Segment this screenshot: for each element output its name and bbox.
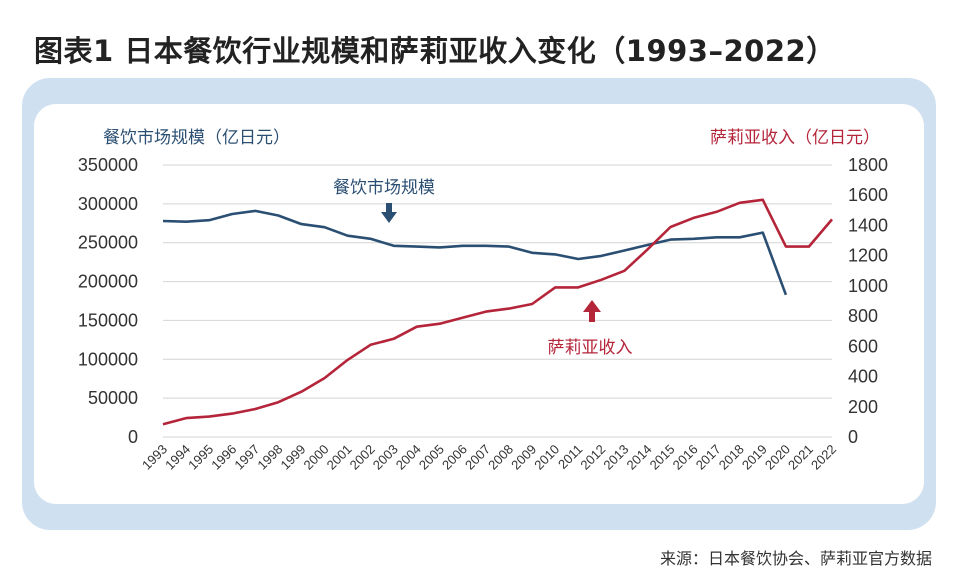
- x-tick-label: 1998: [254, 442, 285, 473]
- left-tick-label: 300000: [78, 194, 138, 214]
- series-lines: [162, 198, 833, 426]
- left-tick-label: 200000: [78, 272, 138, 292]
- x-tick-label: 2007: [462, 442, 493, 473]
- source-note: 来源：日本餐饮协会、萨莉亚官方数据: [659, 549, 932, 568]
- left-axis-ticks: 0 50000 100000 150000 200000 250000 300000 3500…: [78, 155, 138, 447]
- x-tick-label: 2022: [808, 442, 839, 473]
- x-tick-label: 2016: [670, 442, 701, 473]
- right-tick-label: 1000: [848, 276, 888, 296]
- right-tick-label: 1400: [848, 215, 888, 235]
- x-tick-label: 2019: [739, 442, 770, 473]
- x-tick-label: 1994: [162, 442, 193, 473]
- revenue-line: [162, 198, 833, 426]
- x-tick-label: 2003: [370, 442, 401, 473]
- market-size-line: [162, 209, 788, 296]
- right-tick-label: 200: [848, 397, 878, 417]
- left-axis-label: 餐饮市场规模（亿日元）: [103, 128, 290, 148]
- left-tick-label: 0: [128, 427, 138, 447]
- chart-title: 图表1 日本餐饮行业规模和萨莉亚收入变化（1993–2022）: [34, 34, 836, 68]
- right-axis-label: 萨莉亚收入（亿日元）: [710, 128, 880, 148]
- x-tick-label: 2015: [647, 442, 678, 473]
- x-tick-label: 2000: [301, 442, 332, 473]
- x-tick-label: 2017: [693, 442, 724, 473]
- x-tick-label: 2011: [555, 442, 585, 472]
- annotation-revenue-arrow: [583, 300, 601, 322]
- annotations: 餐饮市场规模 萨莉亚收入: [333, 178, 633, 358]
- x-axis-ticks: 1993199419951996199719981999200020012002…: [139, 442, 839, 473]
- x-tick-label: 2009: [508, 442, 539, 473]
- gridlines: [163, 164, 832, 438]
- left-tick-label: 250000: [78, 233, 138, 253]
- annotation-market-arrow: [381, 203, 397, 223]
- annotation-revenue-label: 萨莉亚收入: [548, 338, 633, 358]
- x-tick-label: 2014: [624, 442, 655, 473]
- right-axis-ticks: 0 200 400 600 800 1000 1200 1400 1600 1800: [848, 155, 888, 447]
- x-tick-label: 2001: [324, 442, 355, 473]
- x-tick-label: 1995: [185, 442, 216, 473]
- x-tick-label: 2021: [785, 442, 816, 473]
- x-tick-label: 2018: [716, 442, 747, 473]
- annotation-market-label: 餐饮市场规模: [333, 178, 435, 198]
- x-tick-label: 2013: [600, 442, 631, 473]
- right-tick-label: 600: [848, 336, 878, 356]
- x-tick-label: 2008: [485, 442, 516, 473]
- left-tick-label: 150000: [78, 310, 138, 330]
- x-tick-label: 2010: [531, 442, 562, 473]
- left-tick-label: 350000: [78, 155, 138, 175]
- x-tick-label: 1993: [139, 442, 170, 473]
- right-tick-label: 0: [848, 427, 858, 447]
- x-tick-label: 2006: [439, 442, 470, 473]
- left-tick-label: 50000: [88, 388, 138, 408]
- x-tick-label: 2002: [347, 442, 378, 473]
- right-tick-label: 800: [848, 306, 878, 326]
- x-tick-label: 2012: [577, 442, 608, 473]
- right-tick-label: 1800: [848, 155, 888, 175]
- x-tick-label: 2005: [416, 442, 447, 473]
- x-tick-label: 2004: [393, 442, 424, 473]
- x-tick-label: 1999: [277, 442, 308, 473]
- left-tick-label: 100000: [78, 349, 138, 369]
- x-tick-label: 1996: [208, 442, 239, 473]
- right-tick-label: 1200: [848, 246, 888, 266]
- right-tick-label: 400: [848, 367, 878, 387]
- x-tick-label: 1997: [231, 442, 262, 473]
- x-tick-label: 2020: [762, 442, 793, 473]
- right-tick-label: 1600: [848, 185, 888, 205]
